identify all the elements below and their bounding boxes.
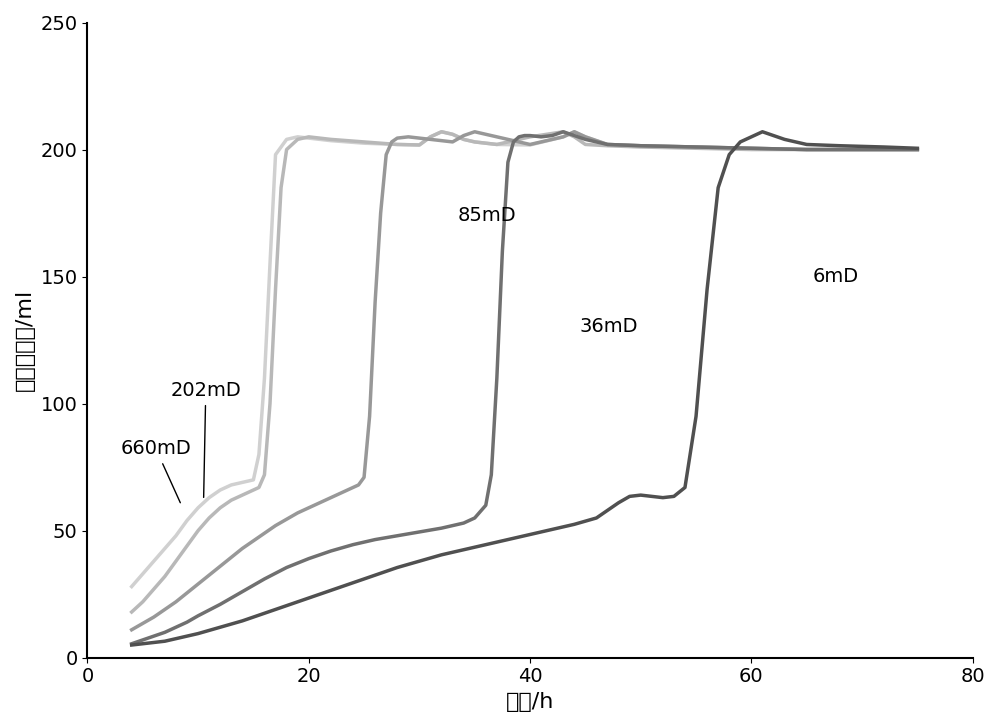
- Text: 660mD: 660mD: [121, 439, 191, 503]
- Text: 85mD: 85mD: [458, 206, 517, 225]
- Text: 36mD: 36mD: [580, 318, 638, 337]
- Y-axis label: 累计流出量/ml: 累计流出量/ml: [15, 289, 35, 391]
- X-axis label: 时间/h: 时间/h: [506, 692, 554, 712]
- Text: 202mD: 202mD: [170, 381, 241, 497]
- Text: 6mD: 6mD: [812, 267, 858, 286]
